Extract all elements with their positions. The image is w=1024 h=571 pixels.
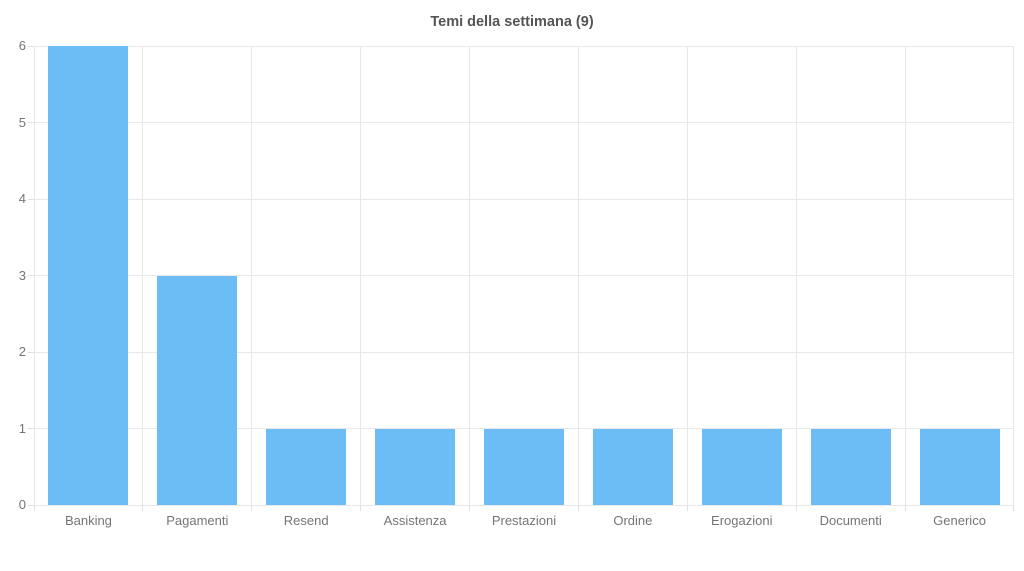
x-axis-label: Banking [64,513,112,528]
x-tick-mark [904,505,906,511]
bar-pagamenti[interactable] [157,275,238,505]
x-tick-mark [577,505,579,511]
y-axis-label: 0 [18,497,26,512]
x-axis-label: Ordine [613,513,653,528]
gridline-vertical [469,46,471,505]
x-axis-label: Prestazioni [491,513,557,528]
gridline-horizontal [34,45,1014,47]
gridline-vertical [904,46,906,505]
gridline-horizontal [34,122,1014,123]
x-axis-label: Resend [283,513,329,528]
gridline-vertical [795,46,797,505]
y-tick-mark [28,122,34,123]
gridline-horizontal [34,351,1014,353]
x-axis-label: Erogazioni [711,513,773,528]
bar-assistenza[interactable] [375,428,456,505]
x-axis-label: Assistenza [383,513,447,528]
bar-ordine[interactable] [592,428,673,505]
bar-prestazioni[interactable] [484,428,564,505]
x-tick-mark [360,505,362,511]
gridline-vertical [1012,46,1014,505]
bar-resend[interactable] [266,428,347,505]
bar-generico[interactable] [919,428,1000,505]
y-tick-mark [28,198,34,200]
y-axis-label: 1 [18,420,26,436]
x-tick-mark [1012,505,1014,511]
gridline-vertical [686,46,688,505]
gridline-vertical [34,46,35,505]
y-axis-label: 2 [18,344,26,359]
y-tick-mark [28,275,34,276]
x-axis-label: Generico [933,513,986,528]
y-tick-mark [28,428,34,429]
y-axis-label: 6 [18,38,26,53]
y-axis-label: 3 [18,267,26,283]
y-tick-mark [28,351,34,353]
gridline-horizontal [34,198,1014,200]
bar-documenti[interactable] [810,428,891,505]
x-tick-mark [251,505,253,511]
gridline-vertical [360,46,362,505]
bar-erogazioni[interactable] [701,428,782,505]
gridline-horizontal [34,275,1014,276]
x-axis-label: Pagamenti [166,513,229,528]
x-tick-mark [686,505,688,511]
chart-title: Temi della settimana (9) [430,14,594,30]
y-tick-mark [28,45,34,47]
y-axis-label: 5 [18,114,26,130]
gridline-vertical [251,46,253,505]
x-tick-mark [33,505,35,511]
gridline-vertical [142,46,144,505]
x-tick-mark [795,505,797,511]
y-tick-mark [28,504,34,506]
x-tick-mark [469,505,471,511]
x-tick-mark [142,505,144,511]
gridline-vertical [577,46,579,505]
y-axis-label: 4 [18,191,26,206]
plot-area [34,45,1014,506]
bar-banking[interactable] [48,46,129,505]
x-axis-label: Documenti [819,513,882,528]
gridline-horizontal [34,504,1014,506]
